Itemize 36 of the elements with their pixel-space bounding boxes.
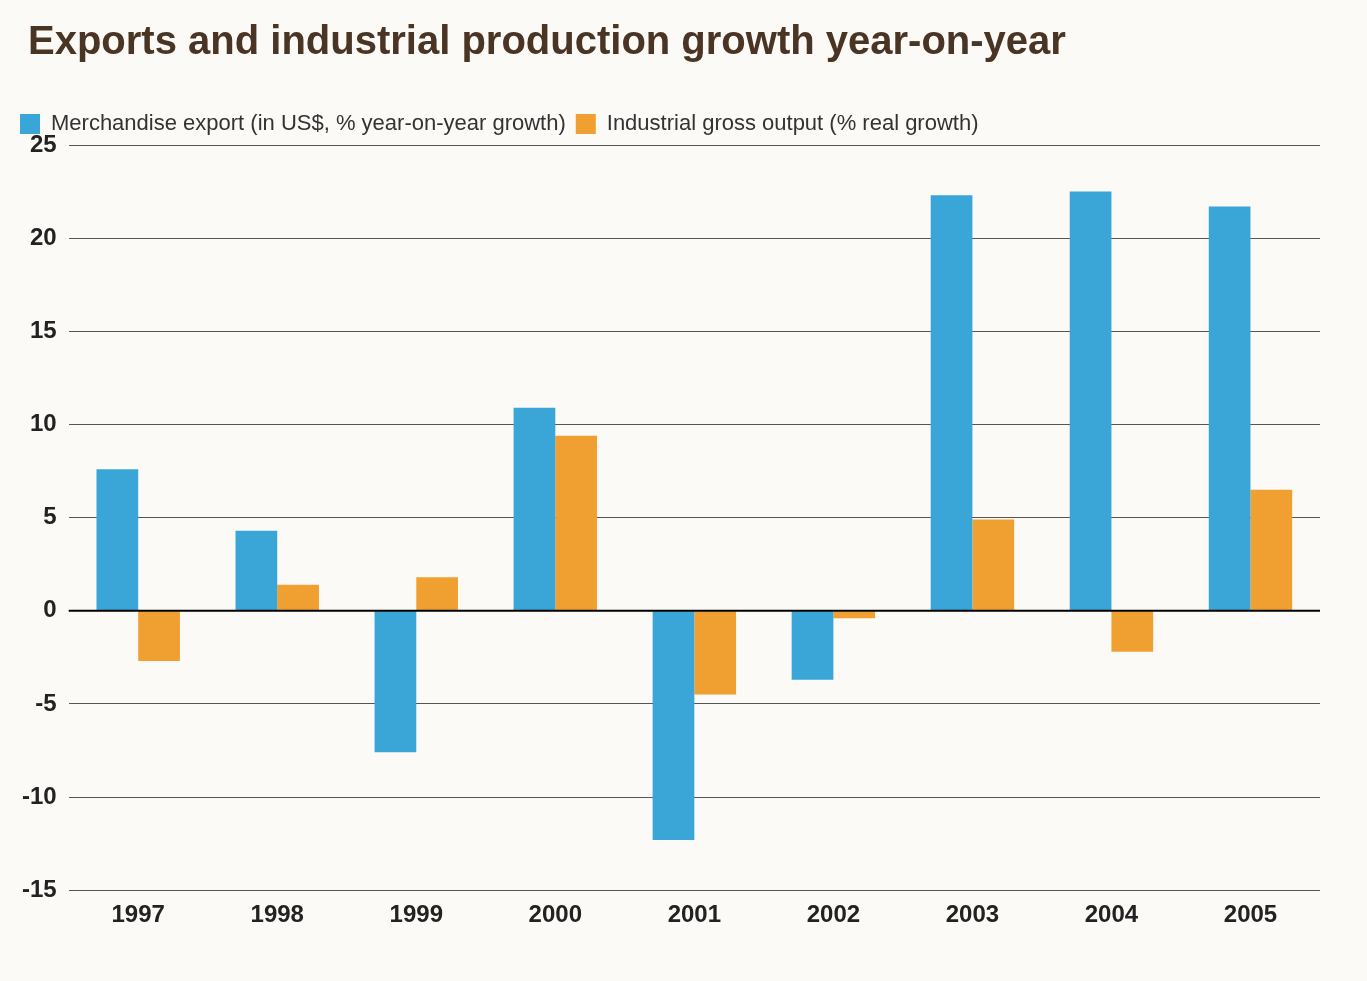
x-tick-label: 2003 xyxy=(945,900,1000,928)
y-tick-label: -10 xyxy=(22,781,57,809)
chart-title: Exports and industrial production growth year-on-year xyxy=(28,18,1067,63)
bar xyxy=(1208,206,1251,611)
bar xyxy=(374,611,417,753)
y-tick-label: -15 xyxy=(22,874,57,902)
y-tick-label: -5 xyxy=(35,688,57,716)
y-tick-label: 5 xyxy=(43,502,57,530)
x-tick-label: 2000 xyxy=(528,900,582,928)
bar xyxy=(652,611,695,840)
bar xyxy=(235,530,278,611)
x-tick-label: 2004 xyxy=(1084,900,1139,928)
bar xyxy=(96,469,139,611)
y-tick-label: 20 xyxy=(29,222,57,250)
y-tick-label: 0 xyxy=(43,595,57,623)
x-tick-label: 2001 xyxy=(667,900,722,928)
legend-label: Industrial gross output (% real growth) xyxy=(606,110,979,136)
x-tick-label: 1999 xyxy=(389,900,443,928)
bar xyxy=(138,611,180,662)
x-tick-label: 1998 xyxy=(250,900,304,928)
x-tick-label: 1997 xyxy=(111,900,165,928)
bar xyxy=(277,584,319,611)
bar xyxy=(1111,611,1154,652)
bar xyxy=(1250,489,1293,611)
y-tick-label: 10 xyxy=(29,409,57,437)
bar xyxy=(555,435,598,611)
bar xyxy=(972,519,1015,611)
bar xyxy=(1069,191,1112,611)
x-tick-label: 2005 xyxy=(1223,900,1278,928)
bar xyxy=(416,577,458,611)
bar xyxy=(694,611,737,695)
x-tick-label: 2002 xyxy=(806,900,861,928)
bar xyxy=(791,611,834,680)
bar xyxy=(513,407,556,611)
bar xyxy=(930,195,973,611)
y-tick-label: 15 xyxy=(29,315,57,343)
